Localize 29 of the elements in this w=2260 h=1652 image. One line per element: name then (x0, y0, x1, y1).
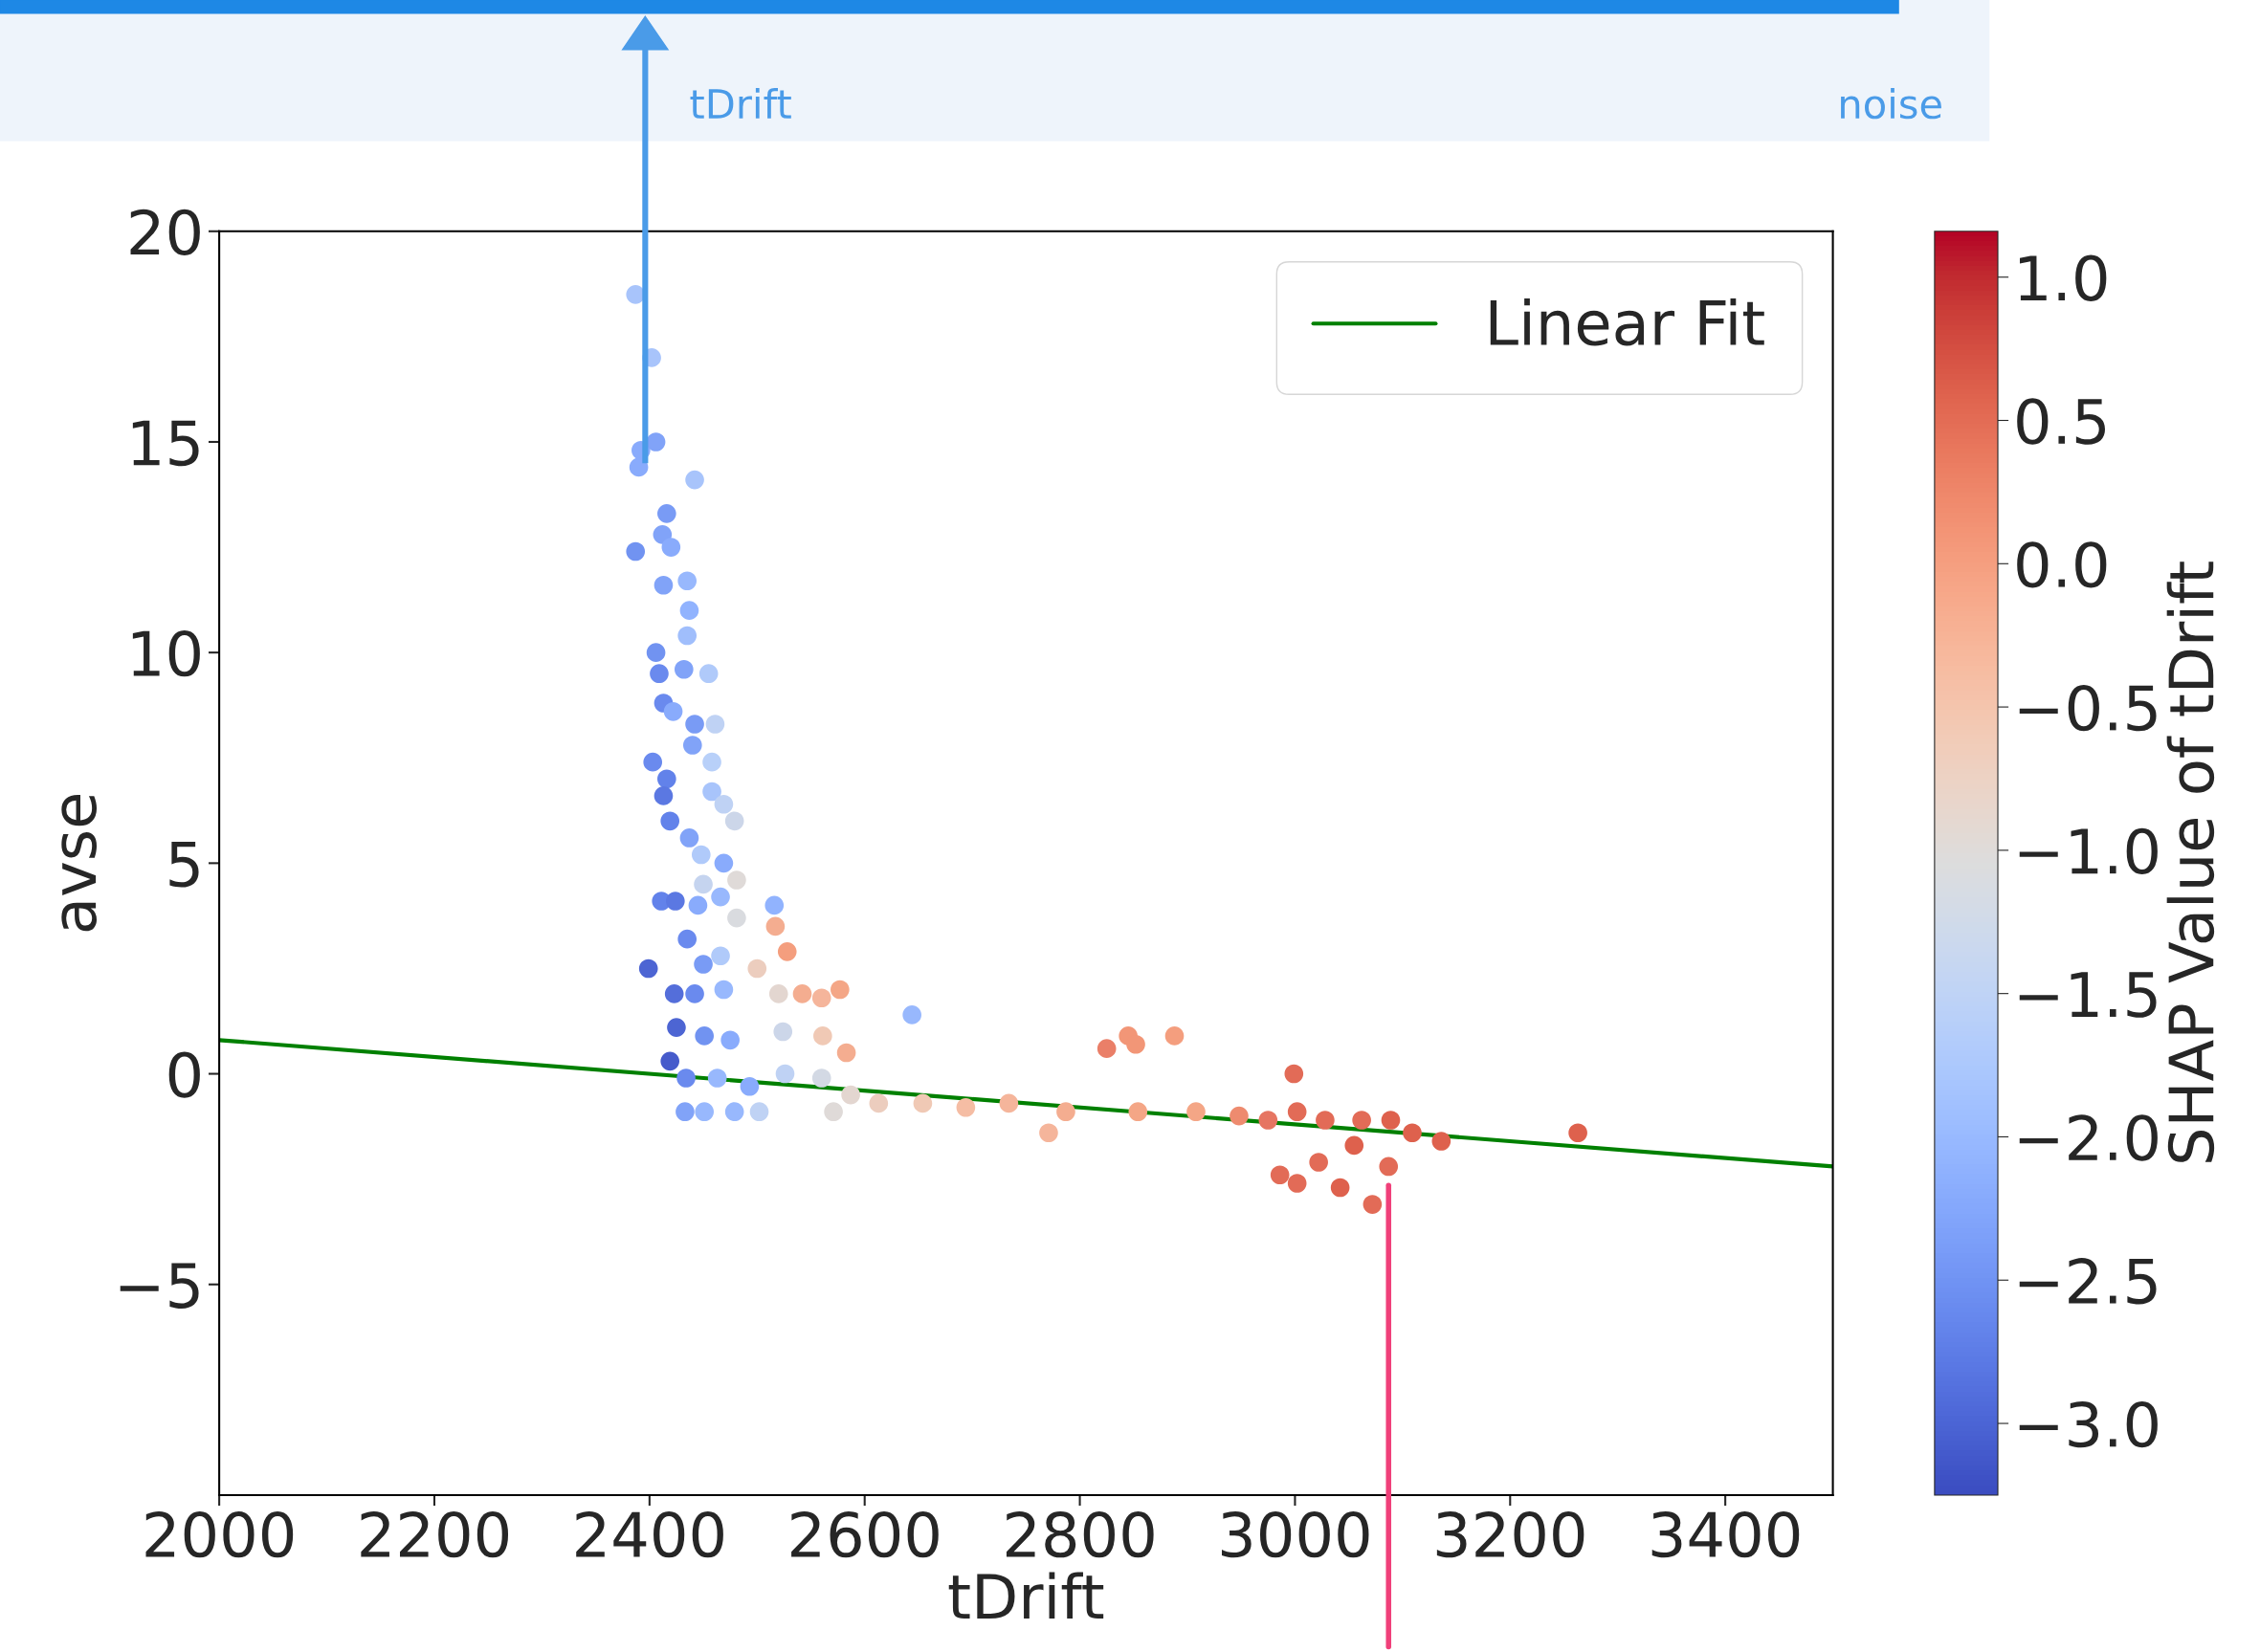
y-tick-label: 20 (130, 209, 200, 255)
color-bar-label: −1.0 (2019, 827, 2158, 875)
legend-label: Linear Fit (1490, 298, 1764, 346)
x-tick-label: 3000 (1222, 1511, 1369, 1558)
color-bar-label: −1.5 (2019, 972, 2157, 1018)
color-bar-label: 1.0 (2020, 254, 2107, 301)
color-bar-label: 0.0 (2017, 541, 2107, 588)
text: tDrift (690, 88, 791, 119)
y-tick-label: 0 (168, 1051, 200, 1098)
color-bar-label: −0.5 (2019, 684, 2157, 732)
x-tick-label: 2200 (361, 1511, 509, 1558)
x-tick-label: 2400 (576, 1511, 723, 1558)
y-axis-title: avse (61, 794, 98, 932)
color-bar-label: −2.0 (2019, 1114, 2158, 1161)
x-tick-label: 2000 (145, 1511, 294, 1558)
y-tick-label: −5 (120, 1263, 199, 1309)
x-tick-label: 2800 (1006, 1511, 1154, 1558)
text: noise (1841, 88, 1941, 120)
y-tick-label: 15 (132, 420, 199, 467)
y-tick-label: 5 (169, 842, 199, 888)
color-bar-label: −3.0 (2019, 1400, 2158, 1448)
x-axis-title: tDrift (948, 1572, 1104, 1619)
color-bar-title: SHAP Value of tDrift (2166, 562, 2215, 1162)
x-tick-label: 3400 (1651, 1511, 1800, 1558)
color-bar-label: −2.5 (2019, 1258, 2157, 1305)
x-tick-label: 3200 (1436, 1511, 1584, 1558)
y-tick-label: 10 (132, 630, 200, 677)
color-bar-label: 0.5 (2017, 398, 2106, 445)
x-tick-label: 2600 (791, 1511, 939, 1558)
